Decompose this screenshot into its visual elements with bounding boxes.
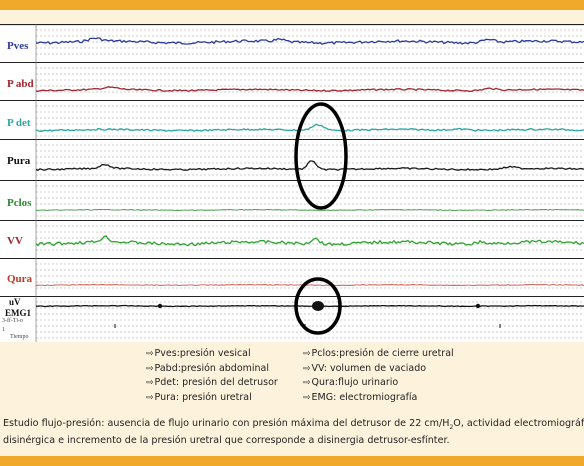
series-line-p-abd [35,86,584,92]
emg-marker [157,303,163,309]
caption-line2: disinérgica e incremento de la presión u… [3,435,450,447]
emg-marker [475,303,481,309]
channel-label-emg: EMG1 [5,308,31,318]
legend-item: Pura: presión uretral [146,391,278,406]
footer-label-code: 3-ff-Ti-o [2,318,24,324]
emg-burst-mark [312,301,324,311]
series-line-vv [35,234,584,247]
annotation-circle-emg [294,277,342,335]
legend-item: Pclos:presión de cierre uretral [303,347,454,362]
series-line-pura [35,160,584,172]
legend-item: EMG: electromiografía [303,391,454,406]
legend-item: Qura:flujo urinario [303,376,454,391]
series-line-pclos [35,209,584,211]
annotation-circle-pdet [294,102,348,210]
footer-label-time: Tiempo [10,334,29,340]
bottom-accent-bar [0,456,584,466]
series-line-p-det [35,123,584,132]
caption-line1-b: O, actividad electromiográfica [453,418,584,429]
figure-caption: Estudio flujo-presión: ausencia de flujo… [3,417,584,447]
channel-label-pdet: P det [7,117,31,129]
series-line-emg1 [35,303,584,308]
channel-label-pura: Pura [7,155,31,167]
footer-label-num: 1 [2,327,5,333]
caption-line1-a: Estudio flujo-presión: ausencia de flujo… [3,418,450,429]
channel-label-uv: uV [9,297,21,307]
channel-label-pves: Pves [7,40,29,52]
legend-right: Pclos:presión de cierre uretral VV: volu… [303,347,454,405]
series-line-pves [35,37,584,45]
legend-item: Pabd:presión abdominal [146,362,278,377]
urodynamic-chart [0,24,584,342]
legend-item: VV: volumen de vaciado [303,362,454,377]
top-accent-bar [0,0,584,10]
legend-left: Pves:presión vesical Pabd:presión abdomi… [146,347,278,405]
caption-subscript: 2 [449,423,454,431]
legend-item: Pves:presión vesical [146,347,278,362]
channel-label-pabd: P abd [7,78,34,90]
channel-label-pclos: Pclos [7,197,32,209]
channel-label-qura: Qura [7,273,33,285]
channel-label-vv: VV [7,235,23,247]
legend-item: Pdet: presión del detrusor [146,376,278,391]
series-line-qura [35,284,584,286]
